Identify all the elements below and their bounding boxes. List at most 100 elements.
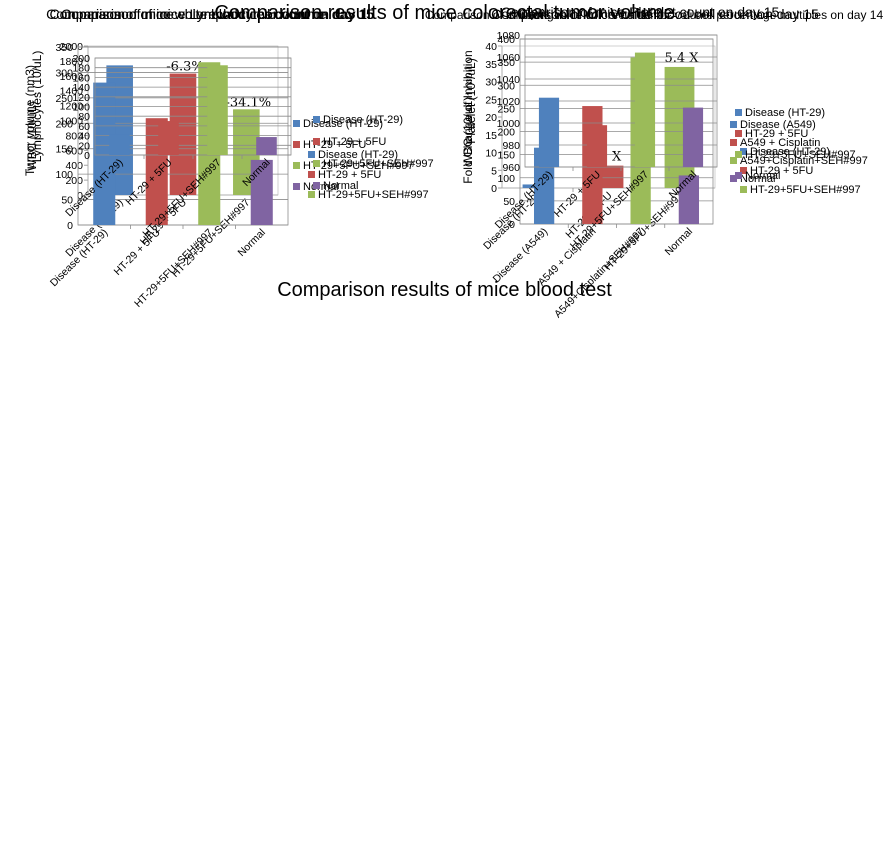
legend-swatch — [735, 130, 742, 137]
y-tick-label: 1080 — [497, 30, 521, 42]
legend-entry: A549+Cisplatin+SEH#997 — [740, 155, 868, 167]
y-tick-label: 1200 — [60, 101, 84, 113]
y-tick-label: 960 — [502, 162, 520, 174]
legend-entry: HT-29 + 5FU — [323, 136, 386, 148]
legend-entry: Disease (HT-29) — [303, 118, 383, 130]
legend-swatch — [313, 138, 320, 145]
y-tick-label: 15 — [485, 130, 497, 142]
legend-swatch — [293, 183, 300, 190]
y-tick-label: 20 — [78, 140, 90, 152]
bar — [682, 107, 704, 167]
legend-entry: Normal — [323, 180, 358, 192]
y-tick-label: 20 — [485, 112, 497, 124]
legend-swatch — [313, 182, 320, 189]
legend-swatch — [730, 139, 737, 146]
section-title-blood: Comparison results of mice blood test — [277, 279, 612, 301]
y-axis-label: Fold Change of Inhibition — [461, 50, 475, 183]
y-tick-label: 10 — [485, 148, 497, 160]
y-tick-label: 40 — [78, 131, 90, 143]
legend-entry: Normal — [740, 173, 775, 185]
y-axis-label: WBC (10/uL) — [461, 97, 475, 166]
chart-wbc-a549: Comparison of mice white blood cell coun… — [440, 6, 885, 595]
legend-entry: A549 + Cisplatin — [740, 137, 820, 149]
y-tick-label: 980 — [502, 140, 520, 152]
y-tick-label: 300 — [497, 80, 515, 92]
legend-swatch — [740, 167, 747, 174]
data-label: -6.3% — [166, 60, 203, 75]
y-tick-label: 100 — [72, 102, 90, 114]
chart-title: Comparison of mice colorectal tumor volu… — [50, 6, 327, 22]
bar — [634, 52, 656, 167]
y-tick-label: 160 — [72, 72, 90, 84]
legend-entry: Disease (HT-29) — [750, 146, 830, 158]
data-label: 5.4 X — [664, 51, 699, 66]
y-tick-label: 50 — [503, 196, 515, 208]
y-tick-label: 80 — [78, 111, 90, 123]
y-tick-label: 0 — [491, 183, 497, 195]
y-tick-label: 60 — [78, 121, 90, 133]
legend-entry: Disease (A549) — [740, 119, 816, 131]
y-tick-label: 0 — [67, 220, 73, 232]
legend-entry: HT-29 + 5FU — [318, 169, 381, 181]
y-tick-label: 1020 — [497, 96, 521, 108]
legend-swatch — [308, 151, 315, 158]
y-tick-label: 35 — [485, 59, 497, 71]
chart-title: Comparison of mice white blood cell coun… — [491, 6, 819, 22]
legend-entry: Disease (HT-29) — [745, 107, 825, 119]
y-tick-label: 400 — [65, 160, 83, 172]
y-axis-label: WBC (10/uL) — [25, 101, 39, 170]
bar — [586, 125, 608, 167]
y-tick-label: 200 — [497, 127, 515, 139]
chart-fold-inhibition: Comparison of inhibiting mice colorectal… — [425, 8, 885, 275]
y-tick-label: 2000 — [60, 41, 84, 53]
y-tick-label: 0 — [77, 190, 83, 202]
legend-swatch — [740, 186, 747, 193]
section-title-tumor: Comparison results of mice colorectal tu… — [214, 2, 675, 24]
chart-lymphocytes: Comparison of mice Lymphocytes count on … — [0, 6, 440, 847]
legend-entry: HT-29 + 5FU — [750, 165, 813, 177]
y-tick-label: 100 — [55, 169, 73, 181]
legend-entry: Disease (HT-29) — [323, 114, 403, 126]
y-tick-label: 140 — [72, 82, 90, 94]
y-axis-label: Platelet (10³/uL) — [464, 58, 478, 143]
y-tick-label: 350 — [497, 57, 515, 69]
legend-entry: HT-29+5FU+SEH#997 — [318, 189, 429, 201]
y-tick-label: 200 — [72, 53, 90, 65]
legend-swatch — [735, 151, 742, 158]
y-tick-label: 1400 — [60, 86, 84, 98]
bar — [250, 159, 273, 225]
legend-swatch — [730, 157, 737, 164]
chart-title: Comparison of mice Platelet count on day… — [501, 4, 780, 20]
legend-entry: HT-29+5FU+SEH#997 — [745, 149, 856, 161]
y-tick-label: 5 — [491, 165, 497, 177]
y-tick-label: 1800 — [60, 56, 84, 68]
legend-swatch — [293, 141, 300, 148]
bar — [207, 65, 228, 156]
legend-swatch — [293, 120, 300, 127]
bar — [158, 121, 179, 155]
bar — [256, 137, 277, 155]
y-tick-label: 1060 — [497, 52, 521, 64]
y-tick-label: 1600 — [60, 71, 84, 83]
y-tick-label: 0 — [509, 219, 515, 231]
legend-swatch — [313, 160, 320, 167]
y-tick-label: 1000 — [60, 116, 84, 128]
legend-swatch — [293, 162, 300, 169]
legend-entry: HT-29 + 5FU — [745, 128, 808, 140]
legend-swatch — [308, 171, 315, 178]
y-tick-label: 180 — [72, 63, 90, 75]
bar — [678, 175, 700, 224]
y-axis-label: Tumor volume (nm3) — [23, 65, 37, 176]
legend-entry: HT-29+5FU+SEH#997 — [750, 184, 861, 196]
y-tick-label: 120 — [72, 92, 90, 104]
y-tick-label: 250 — [55, 93, 73, 105]
y-tick-label: 150 — [497, 150, 515, 162]
legend-swatch — [313, 116, 320, 123]
chart-wbc-ht29: Comparison of mice white blood cell coun… — [0, 6, 440, 580]
legend-swatch — [730, 121, 737, 128]
y-tick-label: 1000 — [497, 118, 521, 130]
legend-swatch — [308, 191, 315, 198]
y-tick-label: 50 — [61, 195, 73, 207]
y-tick-label: 400 — [497, 34, 515, 46]
y-tick-label: 100 — [497, 173, 515, 185]
